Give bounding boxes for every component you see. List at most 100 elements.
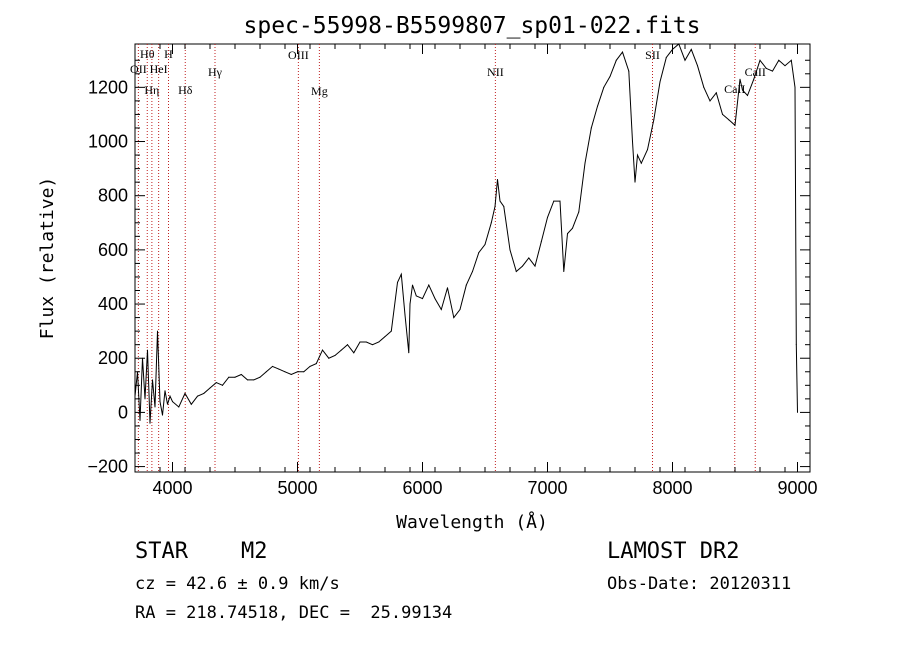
spectrum-point [547,216,548,218]
spectrum-point [715,92,717,94]
chart-title: spec-55998-B5599807_sp01-022.fits [244,13,701,39]
spectrum-point [315,363,317,365]
spectrum-point [637,154,638,156]
spectrum-point [240,373,242,375]
spectrum-point [453,317,455,319]
spectrum-point [634,181,636,183]
spectrum-point [503,206,505,208]
spectrum-point [665,57,667,59]
y-axis-label: Flux (relative) [37,177,58,340]
spectrum-point [728,119,730,121]
spectrum-point [144,398,146,400]
spectrum-point [794,86,796,88]
spectrum-point [472,271,473,273]
spectrum-point [790,59,792,61]
spectrum-series-line [134,43,798,424]
spectrum-point [540,241,542,243]
spectral-line-label: CaII [745,65,766,79]
spectrum-point [603,86,605,88]
spectrum-point [765,67,767,69]
spectrum-point [365,341,367,343]
spectrum-point [515,271,517,273]
spectrum-point [522,265,523,267]
spectrum-point [384,336,386,338]
spectrum-point [390,330,392,332]
spectrum-point [678,43,680,45]
x-tick-label: 9000 [777,478,817,498]
spectrum-point [147,349,148,351]
spectrum-point [609,76,611,78]
spectrum-point [797,411,798,413]
spectrum-point [412,284,413,286]
spectrum-point [465,284,467,286]
spectrum-point [563,271,565,273]
y-tick-label: 200 [98,348,128,368]
spectral-line-label: HeI [150,62,168,76]
spectrum-point [772,70,773,72]
spectrum-point [653,119,655,121]
spectrum-point [597,105,598,107]
spectrum-point [400,273,402,275]
spectrum-point [265,371,267,373]
spectrum-point [253,379,255,381]
x-axis-label: Wavelength (Å) [396,511,548,533]
spectrum-point [484,243,486,245]
y-tick-label: 0 [118,402,128,422]
spectrum-point [734,124,736,126]
spectrum-point [784,65,786,67]
spectrum-point [409,303,411,305]
spectrum-point [209,387,211,389]
spectrum-point [528,257,530,259]
spectrum-point [259,376,261,378]
spectrum-point [222,384,223,386]
spectrum-point [434,298,436,300]
spectrum-point [422,298,423,300]
spectrum-point [659,81,661,83]
observation-date: Obs-Date: 20120311 [607,574,792,594]
spectrum-point [553,200,555,202]
plot-frame [134,43,811,473]
spectrum-point [759,59,761,61]
spectrum-point [778,59,780,61]
spectrum-point [499,200,501,202]
spectrum-point [497,178,498,180]
series-layer [134,43,798,424]
x-tick-label: 8000 [652,478,692,498]
spectrum-point [215,382,217,384]
spectrum-point [372,344,373,346]
spectrum-point [684,59,686,61]
y-tick-label: −200 [87,457,128,477]
spectrum-point [167,403,168,405]
spectrum-point [142,357,143,359]
spectrum-point [632,141,633,143]
spectrum-point [322,349,323,351]
spectrum-point [478,252,480,254]
spectrum-point [159,401,161,403]
axes: 4000 5000 6000 7000 8000 9000 −200 0 200 400 600 80… [87,44,818,498]
spectrum-point [154,406,156,408]
x-tick-label: 5000 [277,478,317,498]
spectrum-point [459,308,461,310]
spectrum-point [197,395,198,397]
spectrum-point [353,352,355,354]
spectral-line-label: NII [487,65,504,79]
spectrum-point [190,403,192,405]
x-tick-label: 7000 [527,478,567,498]
spectrum-point [534,265,536,267]
spectrum-point [578,211,580,213]
spectrum-point [747,94,748,96]
spectrum-point [172,401,173,403]
spectral-line-label: Hη [144,83,159,97]
object-subclass: M2 [241,539,268,564]
spectrum-point [408,352,410,354]
spectral-line-label: Hθ [140,47,155,61]
y-tick-label: 1000 [88,132,128,152]
spectral-line-label: Hδ [178,83,193,97]
spectrum-point [162,414,163,416]
spectrum-point [622,51,623,53]
spectrum-point [178,406,180,408]
spectrum-point [397,281,398,283]
spectrum-point [742,89,743,91]
spectrum-point [567,233,568,235]
